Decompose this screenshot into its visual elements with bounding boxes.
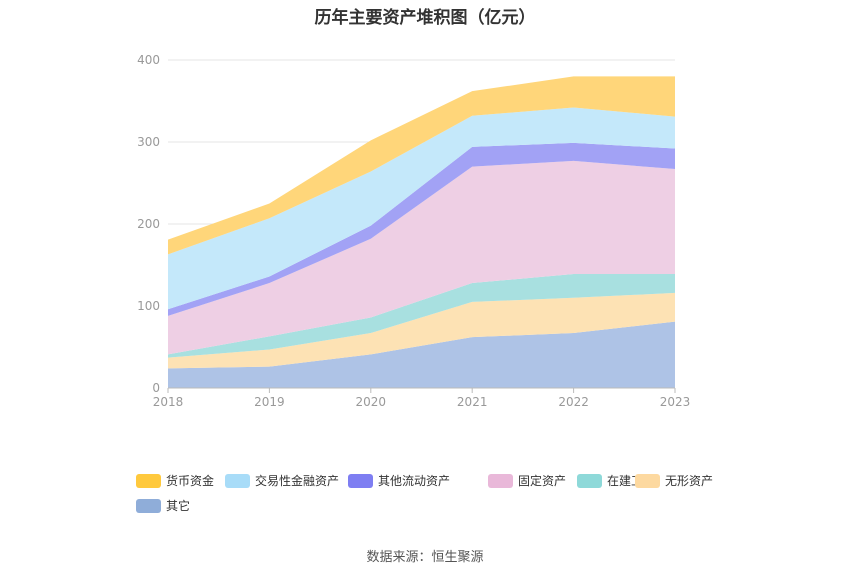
legend-label: 其他流动资产 [378, 474, 451, 488]
y-tick-label: 0 [152, 381, 160, 395]
legend-swatch [348, 473, 373, 488]
legend-swatch [635, 473, 660, 488]
legend-item[interactable]: 无形资产 [635, 472, 713, 489]
x-tick-label: 2022 [558, 395, 589, 409]
chart-title: 历年主要资产堆积图（亿元） [314, 8, 536, 28]
area-series-5 [168, 107, 675, 310]
legend-label: 固定资产 [518, 474, 567, 488]
y-tick-label: 400 [137, 53, 160, 67]
legend-label: 货币资金 [166, 474, 215, 488]
legend-item[interactable]: 其他流动资产 [348, 472, 450, 489]
y-tick-label: 300 [137, 135, 160, 149]
x-tick-label: 2019 [254, 395, 285, 409]
legend-item[interactable]: 货币资金 [136, 472, 214, 489]
data-source-note: 数据来源：恒生聚源 [366, 550, 484, 565]
legend-label: 无形资产 [665, 474, 714, 488]
area-series-3 [168, 160, 675, 355]
y-tick-label: 100 [137, 299, 160, 313]
x-tick-label: 2023 [660, 395, 691, 409]
area-series-6 [168, 76, 675, 255]
legend-label: 交易性金融资产 [255, 474, 340, 488]
axes: 0 100 200 300 400 2018 2019 2020 2021 2022 2023 [137, 53, 690, 409]
legend-swatch [136, 473, 161, 488]
legend-label: 其它 [166, 499, 191, 513]
y-tick-label: 200 [137, 217, 160, 231]
x-tick-label: 2020 [356, 395, 387, 409]
legend-swatch [577, 473, 602, 488]
x-tick-label: 2021 [457, 395, 488, 409]
area-series-1 [168, 292, 675, 369]
legend-item[interactable]: 固定资产 [488, 472, 566, 489]
area-series-4 [168, 142, 675, 316]
legend-item[interactable]: 交易性金融资产 [225, 472, 339, 489]
area-series-0 [168, 321, 675, 388]
legend-item[interactable]: 其它 [136, 497, 190, 514]
legend-swatch [225, 473, 250, 488]
x-tick-label: 2018 [153, 395, 184, 409]
legend-swatch [136, 498, 161, 513]
legend-swatch [488, 473, 513, 488]
area-series-2 [168, 274, 675, 358]
area-series-group [168, 76, 675, 388]
